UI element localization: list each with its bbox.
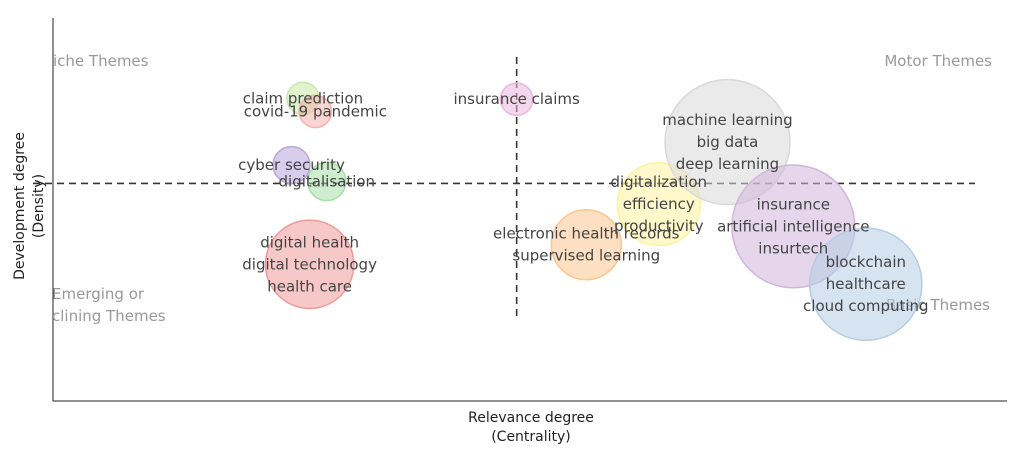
cluster-label-line: artificial intelligence [717, 217, 869, 235]
cluster-label-line: insurance claims [453, 90, 579, 108]
quadrant-label-bottom-left-line: Emerging or [52, 285, 145, 303]
cluster-label-line: supervised learning [512, 247, 660, 265]
cluster-bubble-10[interactable] [808, 227, 923, 342]
cluster-label-line: covid-19 pandemic [244, 102, 387, 120]
x-axis-label: Relevance degree (Centrality) [468, 410, 594, 445]
quadrant-label-top-left: iche Themes [53, 52, 149, 70]
quadrant-label-top-right: Motor Themes [884, 52, 992, 70]
cluster-bubble-5[interactable] [264, 219, 355, 310]
x-axis-label-line: (Centrality) [491, 429, 571, 445]
cluster-label-line: claim prediction [243, 89, 363, 107]
y-axis-label: Development degree (Density) [12, 132, 47, 280]
cluster-label-line: health care [267, 277, 352, 295]
cluster-label-4: digitalisation [279, 173, 376, 191]
cluster-label-line: productivity [614, 217, 704, 235]
cluster-label-9: insurance artificial intelligence insurtec… [717, 195, 869, 257]
cluster-label-line: cyber security [238, 156, 345, 174]
cluster-label-line: insurance [757, 195, 830, 213]
cluster-label-line: big data [697, 133, 759, 151]
cluster-label-0: claim prediction [243, 89, 363, 107]
cluster-label-line: healthcare [826, 275, 906, 293]
cluster-label-line: digitalisation [279, 173, 376, 191]
cluster-label-5: digital health digital technology health c… [242, 233, 377, 295]
cluster-bubble-4[interactable] [306, 161, 347, 202]
cluster-label-line: digital technology [242, 255, 377, 273]
y-axis-label-line: (Density) [31, 174, 47, 238]
cluster-label-8: machine learning big data deep learning [662, 111, 792, 173]
cluster-label-2: insurance claims [453, 90, 579, 108]
cluster-bubble-6[interactable] [550, 209, 622, 281]
cluster-label-1: covid-19 pandemic [244, 102, 387, 120]
cluster-label-line: cloud computing [803, 297, 929, 315]
cluster-bubble-3[interactable] [272, 145, 311, 185]
cluster-label-line: digitalization [610, 173, 707, 191]
cluster-label-line: digital health [260, 233, 359, 251]
cluster-label-line: blockchain [826, 253, 906, 271]
cluster-label-line: machine learning [662, 111, 792, 129]
cluster-label-line: insurtech [758, 239, 828, 257]
cluster-bubble-2[interactable] [499, 82, 534, 117]
cluster-label-line: efficiency [623, 195, 695, 213]
cluster-label-10: blockchain healthcare cloud computing [803, 253, 929, 315]
cluster-label-7: digitalization efficiency productivity [610, 173, 707, 235]
cluster-label-6: electronic health records supervised lear… [493, 225, 680, 265]
cluster-label-line: electronic health records [493, 225, 680, 243]
quadrant-label-bottom-left: Emerging or clining Themes [52, 285, 166, 325]
x-axis-label-line: Relevance degree [468, 410, 594, 426]
quadrant-label-bottom-left-line: clining Themes [52, 307, 166, 325]
cluster-label-line: deep learning [676, 155, 779, 173]
cluster-label-3: cyber security [238, 156, 345, 174]
cluster-bubble-7[interactable] [616, 161, 701, 247]
cluster-bubble-8[interactable] [664, 78, 791, 206]
y-axis-label-line: Development degree [12, 132, 28, 280]
cluster-bubble-1[interactable] [298, 94, 333, 129]
